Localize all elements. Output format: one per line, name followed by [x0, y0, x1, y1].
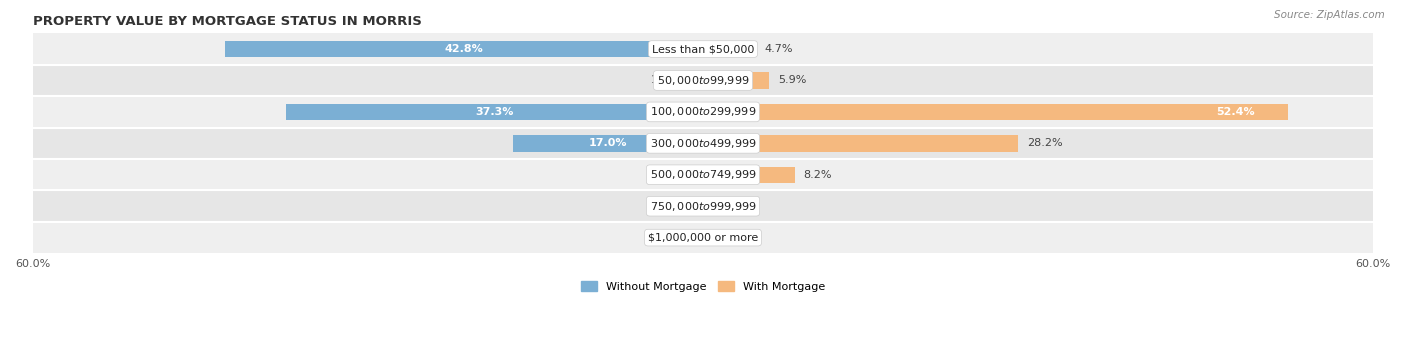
Bar — [703, 135, 1018, 151]
Text: $500,000 to $749,999: $500,000 to $749,999 — [650, 168, 756, 181]
Text: 8.2%: 8.2% — [804, 170, 832, 180]
Bar — [225, 41, 703, 57]
Bar — [32, 65, 1374, 96]
Bar — [32, 191, 1374, 222]
Legend: Without Mortgage, With Mortgage: Without Mortgage, With Mortgage — [576, 277, 830, 296]
Text: 0.0%: 0.0% — [711, 233, 740, 242]
Bar — [703, 198, 710, 214]
Bar — [32, 128, 1374, 159]
Text: $300,000 to $499,999: $300,000 to $499,999 — [650, 137, 756, 150]
Bar — [32, 33, 1374, 65]
Bar — [513, 135, 703, 151]
Bar — [32, 159, 1374, 191]
Text: $50,000 to $99,999: $50,000 to $99,999 — [657, 74, 749, 87]
Bar — [689, 72, 703, 89]
Text: 28.2%: 28.2% — [1026, 138, 1063, 148]
Bar — [683, 167, 703, 183]
Text: $750,000 to $999,999: $750,000 to $999,999 — [650, 200, 756, 213]
Text: $1,000,000 or more: $1,000,000 or more — [648, 233, 758, 242]
Text: 0.0%: 0.0% — [666, 233, 695, 242]
Bar — [703, 72, 769, 89]
Bar — [703, 41, 755, 57]
Text: 17.0%: 17.0% — [589, 138, 627, 148]
Bar — [287, 104, 703, 120]
Text: Less than $50,000: Less than $50,000 — [652, 44, 754, 54]
Text: 1.7%: 1.7% — [647, 170, 675, 180]
Bar — [32, 96, 1374, 128]
Text: 1.3%: 1.3% — [651, 75, 679, 86]
Bar — [32, 222, 1374, 253]
Text: 0.67%: 0.67% — [720, 201, 755, 211]
Text: Source: ZipAtlas.com: Source: ZipAtlas.com — [1274, 10, 1385, 20]
Text: 4.7%: 4.7% — [765, 44, 793, 54]
Text: 5.9%: 5.9% — [778, 75, 806, 86]
Bar — [703, 104, 1288, 120]
Text: 37.3%: 37.3% — [475, 107, 513, 117]
Text: 42.8%: 42.8% — [444, 44, 484, 54]
Bar — [703, 167, 794, 183]
Text: 52.4%: 52.4% — [1216, 107, 1256, 117]
Text: 0.0%: 0.0% — [666, 201, 695, 211]
Text: PROPERTY VALUE BY MORTGAGE STATUS IN MORRIS: PROPERTY VALUE BY MORTGAGE STATUS IN MOR… — [32, 15, 422, 28]
Text: $100,000 to $299,999: $100,000 to $299,999 — [650, 105, 756, 118]
